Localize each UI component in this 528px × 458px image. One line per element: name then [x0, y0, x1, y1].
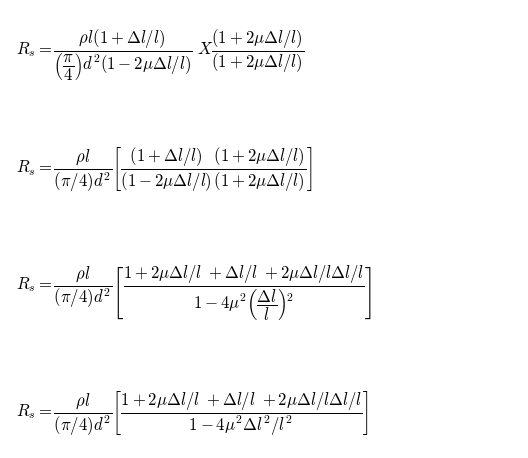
Text: $R_s = \dfrac{\rho l(1 + \Delta l/l)}{\left(\dfrac{\pi}{4}\right)d^2(1 - 2\mu\De: $R_s = \dfrac{\rho l(1 + \Delta l/l)}{\l…	[16, 27, 304, 82]
Text: $R_s = \dfrac{\rho l}{(\pi/4)d^2} \left[\dfrac{(1 + \Delta l/l)}{(1 - 2\mu\Delta: $R_s = \dfrac{\rho l}{(\pi/4)d^2} \left[…	[16, 145, 312, 194]
Text: $R_s = \dfrac{\rho l}{(\pi/4)d^2} \left[\dfrac{1 + 2\mu\Delta l/l \ + \Delta l/l: $R_s = \dfrac{\rho l}{(\pi/4)d^2} \left[…	[16, 391, 369, 438]
Text: $R_s = \dfrac{\rho l}{(\pi/4)d^2} \left[\dfrac{1 + 2\mu\Delta l/l \ + \Delta l/l: $R_s = \dfrac{\rho l}{(\pi/4)d^2} \left[…	[16, 263, 372, 323]
